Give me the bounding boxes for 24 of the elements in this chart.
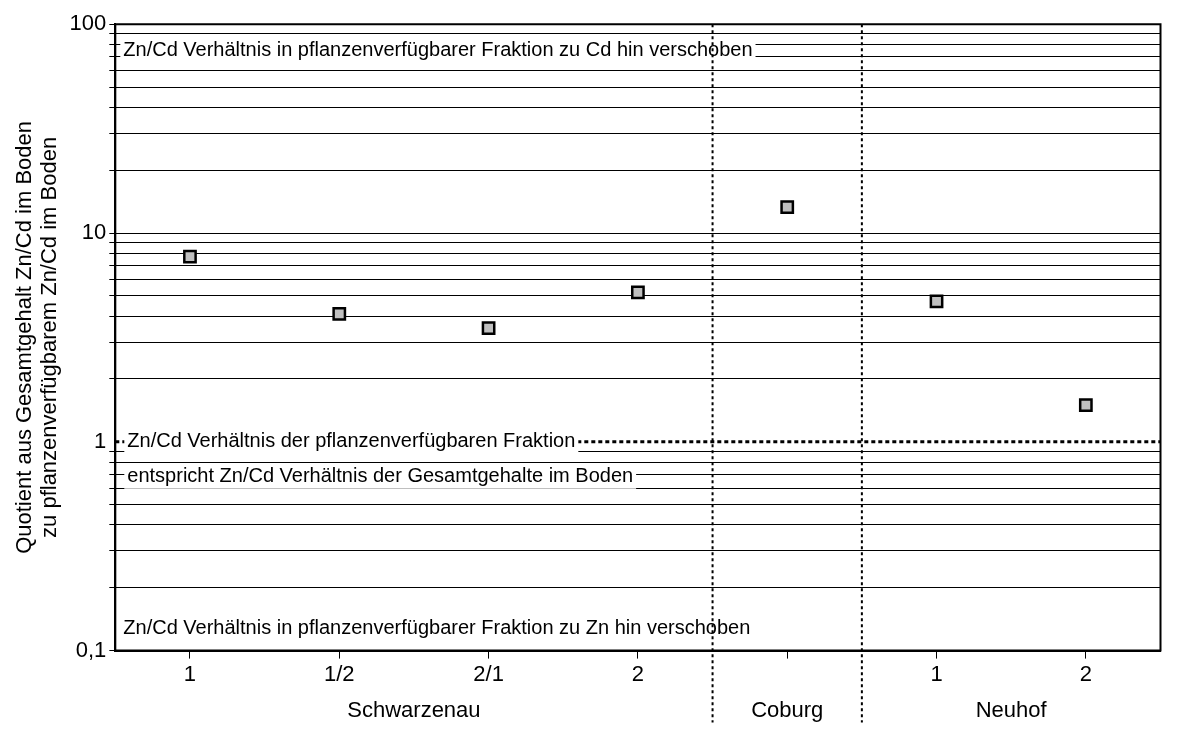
y-tick-label: 10 bbox=[81, 219, 107, 245]
point bbox=[631, 285, 645, 300]
point bbox=[929, 294, 944, 309]
text: Neuhof bbox=[975, 696, 1048, 722]
x-tick-label: 2 bbox=[631, 660, 645, 686]
y-tick-label: 100 bbox=[69, 10, 107, 36]
annotation: Zn/Cd Verhältnis in pflanzenverfügbarer Fraktion zu Zn hin verschoben bbox=[123, 616, 751, 639]
y-tick-label: 1 bbox=[94, 427, 107, 453]
x-tick-label: 1 bbox=[930, 660, 943, 686]
x-tick-label: 2 bbox=[1079, 660, 1092, 686]
ref-line-label: Zn/Cd Verhältnis der pflanzenverfügbaren Fraktion entspricht Zn/Cd Verhältnis der Gesamtgehalte im Boden bbox=[127, 429, 634, 487]
text: Schwarzenau bbox=[347, 696, 481, 722]
y-axis-title: Quotient aus Gesamtgehalt Zn/Cd im Boden zu pflanzenverfügbarem Zn/Cd im Boden bbox=[10, 120, 62, 554]
y-tick-label: 0,1 bbox=[75, 636, 107, 662]
text: Coburg bbox=[751, 696, 824, 722]
x-tick-label: 1/2 bbox=[323, 660, 355, 686]
point bbox=[780, 200, 795, 215]
annotation: Zn/Cd Verhältnis in pflanzenverfügbarer Fraktion zu Cd hin verschoben bbox=[123, 37, 753, 60]
x-tick-label: 2/1 bbox=[473, 660, 504, 686]
point bbox=[183, 249, 197, 264]
point bbox=[332, 306, 347, 321]
point bbox=[1078, 398, 1093, 412]
point bbox=[481, 321, 496, 336]
x-tick-label: 1 bbox=[183, 660, 197, 686]
